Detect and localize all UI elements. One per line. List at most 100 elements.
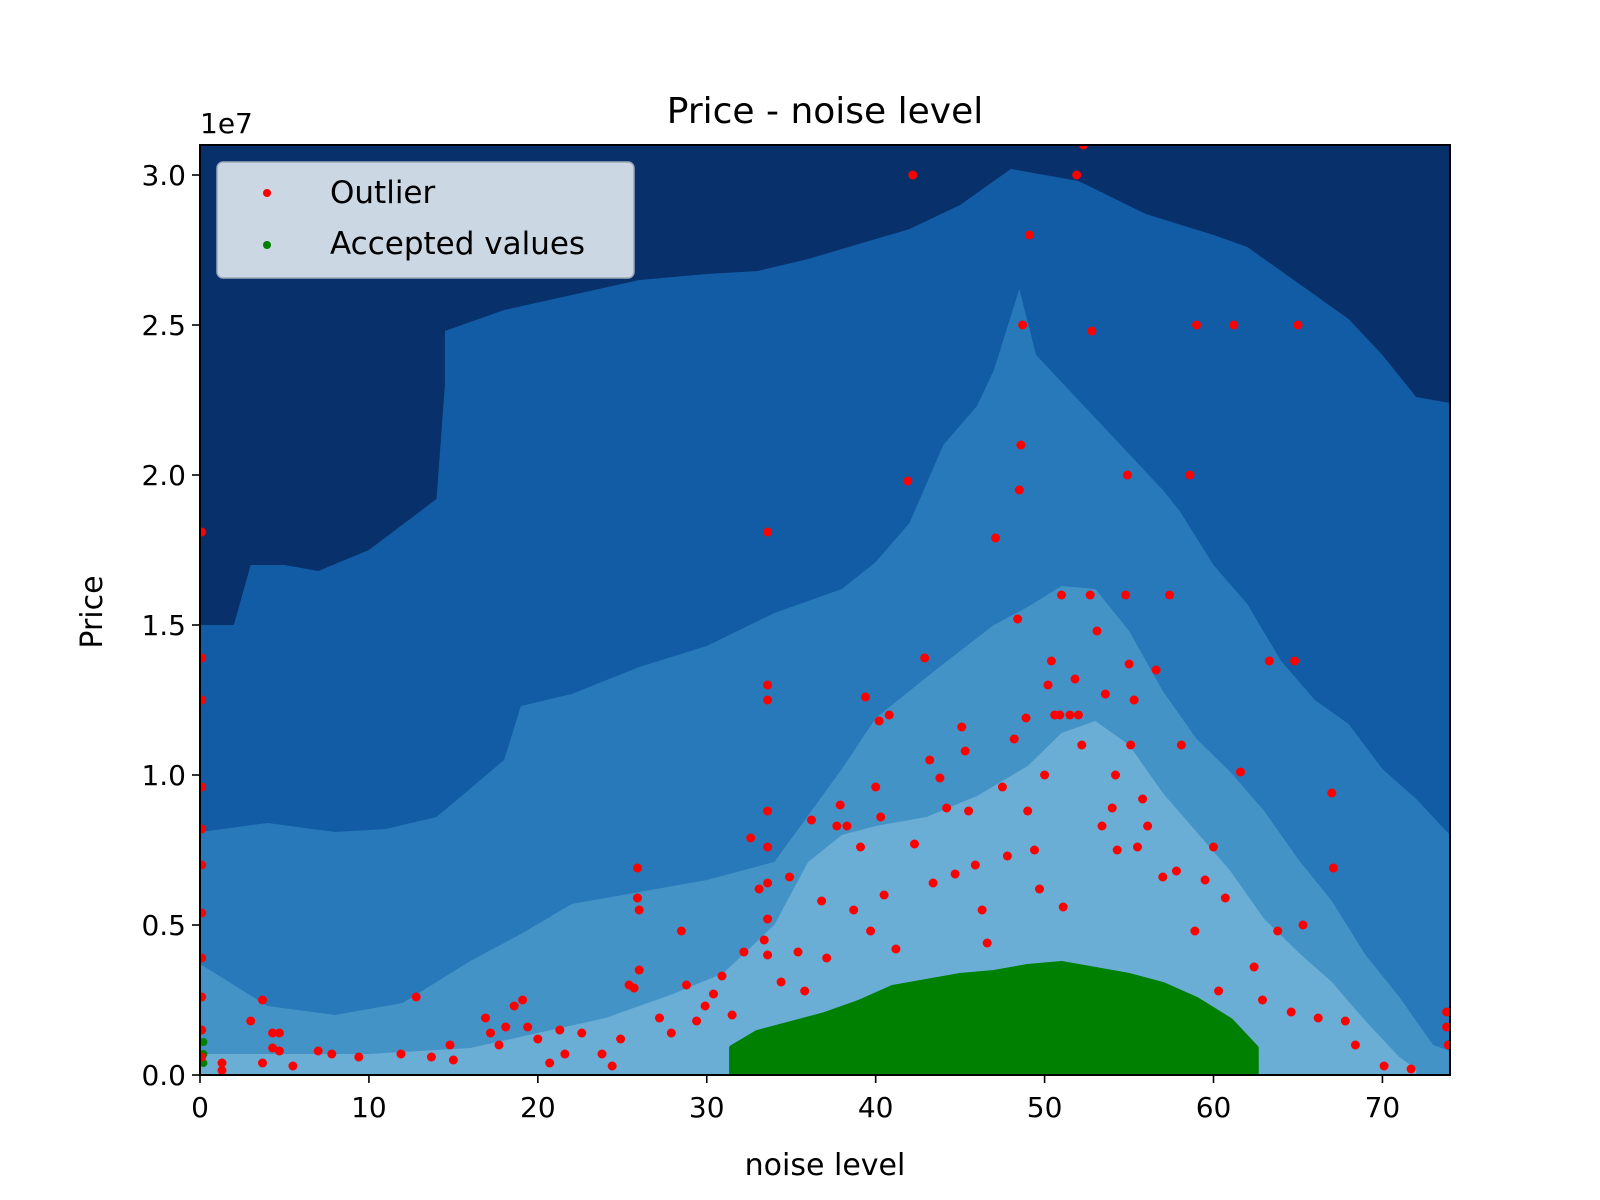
outlier-point [776, 977, 786, 987]
outlier-point [876, 812, 886, 822]
outlier-point [903, 476, 913, 486]
outlier-point [258, 1058, 267, 1068]
outlier-point [950, 869, 960, 879]
outlier-point [486, 1028, 495, 1038]
y-offset-label: 1e7 [200, 107, 253, 140]
outlier-point [523, 1022, 533, 1032]
y-tick-label: 0.5 [141, 909, 186, 942]
outlier-point [1214, 986, 1224, 996]
outlier-point [793, 947, 803, 957]
outlier-point [1185, 470, 1195, 480]
outlier-point [960, 746, 970, 756]
outlier-point [977, 905, 987, 915]
outlier-point [763, 806, 773, 816]
outlier-point [577, 1028, 587, 1038]
accepted-point [200, 1038, 208, 1046]
outlier-point [871, 782, 881, 792]
y-tick-label: 2.0 [141, 459, 186, 492]
outlier-point [616, 1034, 626, 1044]
outlier-point [1229, 320, 1239, 330]
outlier-point [1077, 740, 1087, 750]
outlier-point [682, 980, 691, 990]
outlier-point [1097, 821, 1107, 831]
outlier-point [1165, 590, 1175, 600]
y-tick-label: 1.5 [141, 609, 186, 642]
outlier-point [861, 692, 870, 702]
outlier-point [822, 953, 832, 963]
chart-title: Price - noise level [667, 91, 984, 132]
outlier-point [807, 815, 816, 825]
outlier-point [1442, 1007, 1450, 1017]
outlier-point [997, 782, 1007, 792]
outlier-point [763, 914, 773, 924]
outlier-point [200, 1025, 207, 1035]
outlier-point [1129, 695, 1139, 705]
outlier-point [1040, 770, 1050, 780]
outlier-point [1055, 710, 1065, 720]
outlier-point [1018, 320, 1028, 330]
outlier-point [763, 680, 773, 690]
x-tick-label: 10 [351, 1091, 387, 1124]
outlier-point [633, 863, 642, 873]
outlier-point [763, 878, 773, 888]
legend: Outlier Accepted values [216, 161, 635, 279]
outlier-point [920, 653, 930, 663]
outlier-point [1190, 926, 1200, 936]
outlier-point [1379, 1061, 1389, 1071]
outlier-point [633, 893, 642, 903]
outlier-point [1258, 995, 1267, 1005]
outlier-point [1138, 794, 1148, 804]
outlier-point [1176, 740, 1186, 750]
y-axis: 0.0 0.5 1.0 1.5 2.0 2.5 3.0 [141, 159, 200, 1092]
outlier-point [560, 1049, 570, 1059]
outlier-point [597, 1049, 607, 1059]
outlier-point [1209, 842, 1218, 852]
outlier-point [727, 1010, 737, 1020]
outlier-point [1327, 788, 1337, 798]
outlier-point [942, 803, 952, 813]
outlier-point [1002, 851, 1012, 861]
x-tick-label: 50 [1027, 1091, 1063, 1124]
outlier-point [426, 1052, 436, 1062]
outlier-point [1014, 485, 1024, 495]
outlier-point [1112, 845, 1122, 855]
outlier-point [763, 950, 773, 960]
outlier-point [200, 992, 207, 1002]
outlier-point [692, 1016, 702, 1026]
outlier-point [1111, 770, 1120, 780]
outlier-point [891, 944, 901, 954]
outlier-point [763, 842, 773, 852]
outlier-point [817, 896, 827, 906]
x-tick-label: 20 [520, 1091, 556, 1124]
legend-outlier-marker [263, 189, 271, 197]
outlier-point [676, 926, 686, 936]
x-tick-label: 70 [1365, 1091, 1401, 1124]
outlier-point [1200, 875, 1210, 885]
outlier-point [1340, 1016, 1350, 1026]
outlier-point [1122, 470, 1132, 480]
outlier-point [217, 1058, 227, 1068]
outlier-point [1406, 1064, 1416, 1074]
outlier-point [1092, 626, 1102, 636]
outlier-point [746, 833, 756, 843]
outlier-point [1035, 884, 1044, 894]
outlier-point [354, 1052, 364, 1062]
outlier-point [518, 995, 528, 1005]
outlier-point [1021, 713, 1031, 723]
outlier-point [396, 1049, 406, 1059]
outlier-points [200, 145, 1450, 1075]
outlier-point [1236, 767, 1245, 777]
outlier-point [754, 884, 764, 894]
outlier-point [1264, 656, 1274, 666]
x-tick-label: 60 [1196, 1091, 1232, 1124]
x-tick-label: 40 [858, 1091, 894, 1124]
outlier-point [494, 1040, 504, 1050]
outlier-point [268, 1028, 278, 1038]
outlier-point [759, 935, 769, 945]
legend-box [216, 161, 635, 279]
accepted-values-envelope [729, 961, 1259, 1075]
outlier-point [411, 992, 421, 1002]
y-axis-title: Price [75, 575, 110, 648]
outlier-point [1220, 893, 1230, 903]
outlier-point [709, 989, 718, 999]
